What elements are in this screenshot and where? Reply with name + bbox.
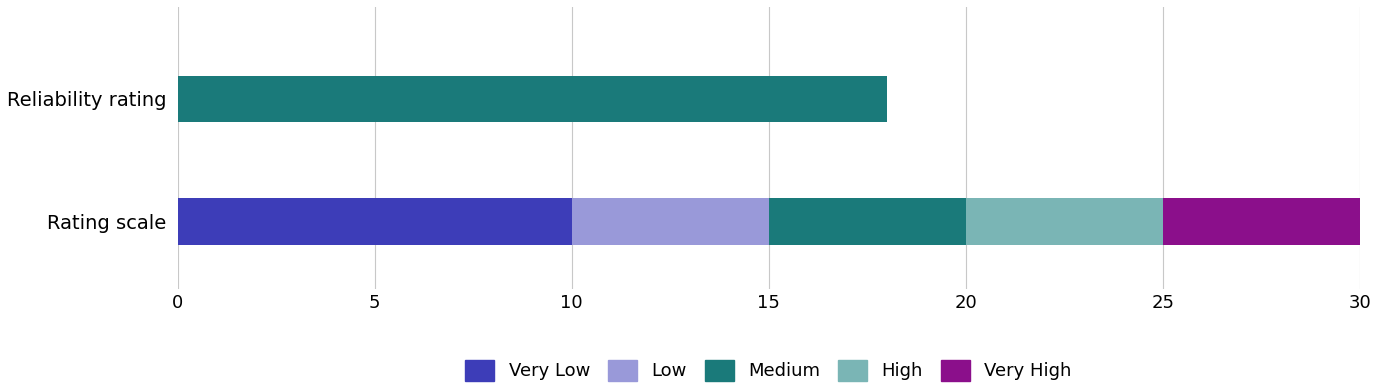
Bar [966,198,1163,245]
Bar [178,198,572,245]
Bar [769,198,966,245]
Bar [1163,198,1360,245]
Bar [572,198,769,245]
Legend: Very Low, Low, Medium, High, Very High: Very Low, Low, Medium, High, Very High [466,360,1072,381]
Bar [178,76,887,122]
